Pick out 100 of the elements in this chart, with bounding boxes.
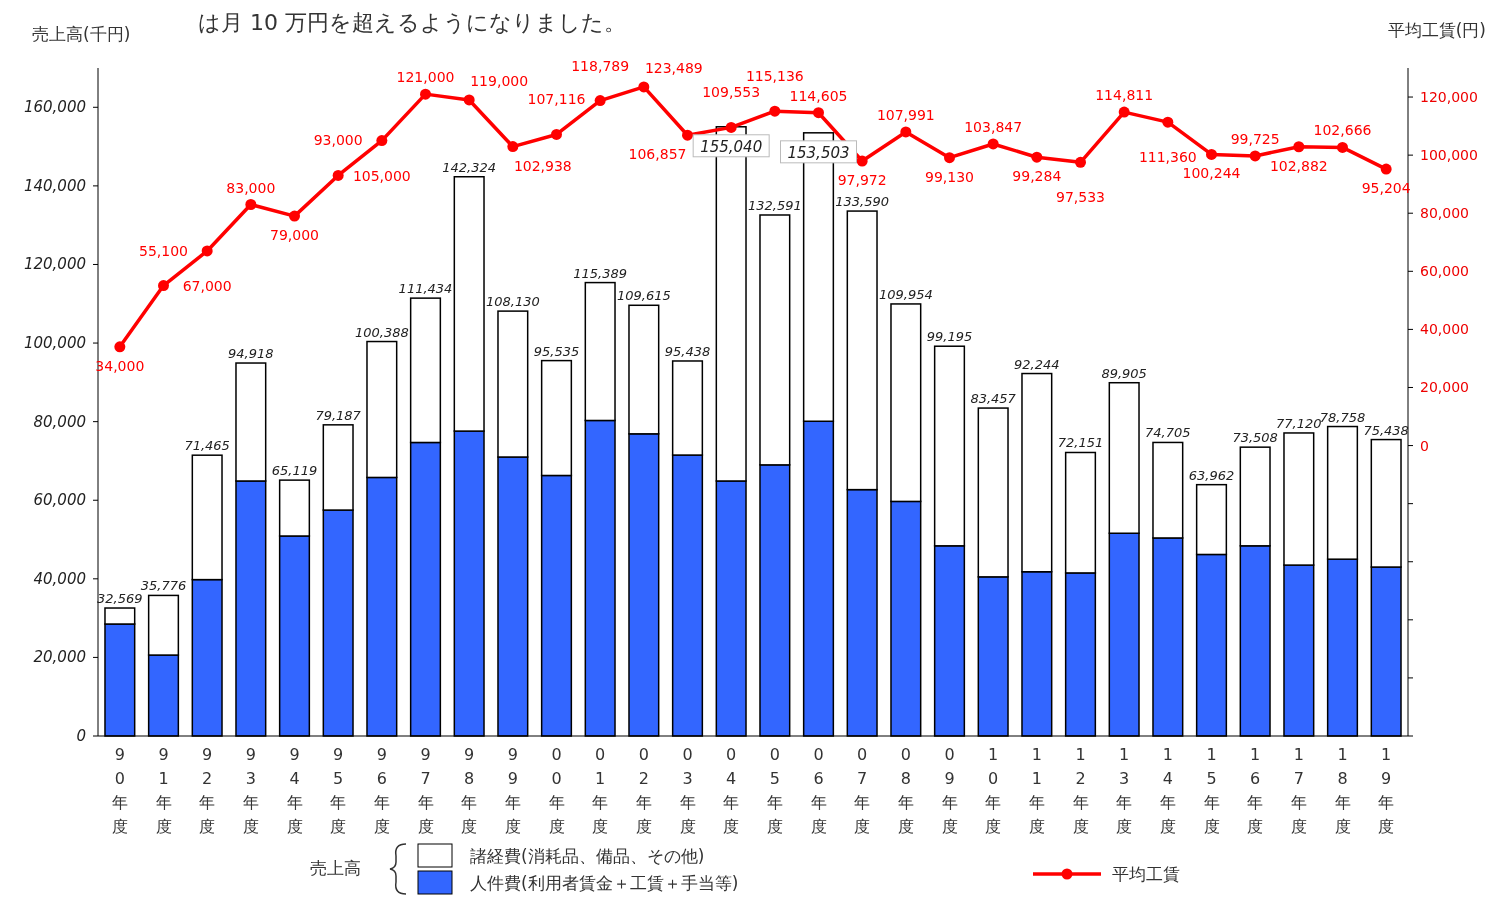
data-label: 97,533	[1056, 189, 1105, 206]
total-label: 65,119	[271, 463, 318, 479]
x-tick-label: 06年度	[810, 745, 827, 836]
x-tick-label: 95年度	[330, 745, 347, 836]
data-label: 109,553	[702, 84, 761, 101]
total-label: 132,591	[747, 198, 802, 213]
total-label: 155,040	[700, 137, 763, 156]
total-label: 83,457	[970, 391, 1017, 407]
point	[463, 94, 475, 106]
chart-title: は月 10 万円を超えるようになりました。	[198, 10, 626, 35]
point	[987, 138, 999, 150]
y2-tick-label: 0	[1420, 437, 1429, 454]
point	[420, 88, 431, 100]
point	[245, 199, 257, 210]
total-label: 89,905	[1101, 365, 1147, 381]
point	[1249, 150, 1261, 162]
y-tick-label: 100,000	[23, 334, 86, 353]
data-label: 107,991	[876, 106, 935, 123]
x-tick-label: 01年度	[592, 745, 609, 836]
data-label: 106,857	[628, 146, 687, 163]
total-label: 63,962	[1188, 467, 1235, 483]
y2-tick-label: 100,000	[1420, 147, 1478, 164]
y-tick-label: 60,000	[33, 491, 86, 510]
data-label: 102,938	[513, 157, 572, 174]
total-label: 115,389	[573, 265, 628, 281]
x-tick-label: 99年度	[504, 745, 521, 836]
point	[201, 245, 213, 257]
x-tick-label: 09年度	[941, 745, 958, 836]
point	[725, 121, 737, 133]
data-label: 102,882	[1269, 157, 1328, 174]
x-tick-label: 16年度	[1247, 745, 1264, 836]
y-tick-label: 80,000	[33, 412, 86, 431]
data-label: 119,000	[470, 72, 529, 89]
y-tick-label: 20,000	[33, 648, 86, 667]
point	[289, 210, 300, 222]
total-label: 72,151	[1057, 435, 1104, 451]
point	[332, 169, 344, 181]
data-label: 111,360	[1138, 149, 1197, 166]
point	[813, 107, 824, 119]
point	[1380, 163, 1392, 175]
total-label: 74,705	[1145, 425, 1191, 441]
total-label: 142,324	[442, 159, 497, 175]
data-label: 107,116	[527, 91, 586, 108]
x-tick-label: 96年度	[373, 745, 390, 836]
x-tick-label: 91年度	[155, 745, 172, 836]
total-label: 133,590	[835, 194, 890, 210]
point	[682, 129, 693, 141]
point	[376, 135, 388, 147]
total-label: 77,120	[1276, 415, 1322, 431]
point	[594, 95, 606, 107]
point	[769, 105, 781, 117]
point	[551, 128, 562, 140]
data-label: 118,789	[571, 57, 630, 74]
y2-tick-label: 80,000	[1420, 205, 1469, 222]
point	[1206, 148, 1217, 160]
data-label: 93,000	[313, 132, 363, 149]
total-label: 100,388	[354, 324, 409, 340]
y-tick-label: 0	[76, 727, 86, 745]
point	[1162, 116, 1174, 128]
data-label: 99,725	[1230, 130, 1280, 147]
x-tick-label: 18年度	[1334, 745, 1351, 836]
x-tick-label: 13年度	[1116, 745, 1133, 836]
legend-label: 人件費(利用者賃金＋工賃＋手当等)	[470, 873, 739, 893]
y-tick-label: 40,000	[33, 569, 86, 588]
x-tick-label: 14年度	[1159, 745, 1176, 836]
data-label: 115,136	[745, 68, 804, 85]
x-tick-label: 17年度	[1290, 745, 1307, 836]
x-tick-label: 05年度	[766, 745, 783, 836]
data-label: 102,666	[1313, 122, 1372, 139]
y-tick-label: 140,000	[23, 176, 86, 195]
total-label: 35,776	[140, 578, 187, 594]
point	[1293, 141, 1305, 153]
total-label: 99,195	[926, 329, 973, 345]
point	[944, 152, 955, 164]
x-tick-label: 97年度	[417, 745, 434, 836]
y2-tick-label: 60,000	[1420, 263, 1469, 280]
data-label: 123,489	[644, 59, 703, 76]
point	[1337, 141, 1348, 153]
total-label: 79,187	[315, 407, 362, 423]
x-tick-label: 12年度	[1072, 745, 1089, 836]
data-label: 103,847	[964, 118, 1023, 135]
total-label: 153,503	[787, 143, 850, 162]
y-tick-label: 160,000	[23, 98, 86, 117]
point	[507, 141, 519, 153]
legend-label: 平均工賃	[1112, 864, 1180, 884]
data-label: 114,605	[789, 87, 848, 104]
y-axis-title: 売上高(千円)	[32, 24, 131, 44]
x-tick-label: 98年度	[461, 745, 478, 836]
x-tick-label: 03年度	[679, 745, 696, 836]
data-label: 97,972	[837, 172, 887, 189]
legend-title: 売上高	[310, 858, 361, 878]
total-label: 95,438	[664, 343, 711, 359]
x-tick-label: 00年度	[548, 745, 565, 836]
data-label: 67,000	[182, 277, 232, 294]
x-tick-label: 94年度	[286, 745, 303, 836]
total-label: 109,615	[616, 288, 671, 304]
data-label: 79,000	[270, 227, 319, 244]
total-label: 94,918	[228, 346, 274, 362]
data-label: 99,130	[925, 168, 974, 185]
y2-tick-label: 20,000	[1420, 379, 1469, 396]
